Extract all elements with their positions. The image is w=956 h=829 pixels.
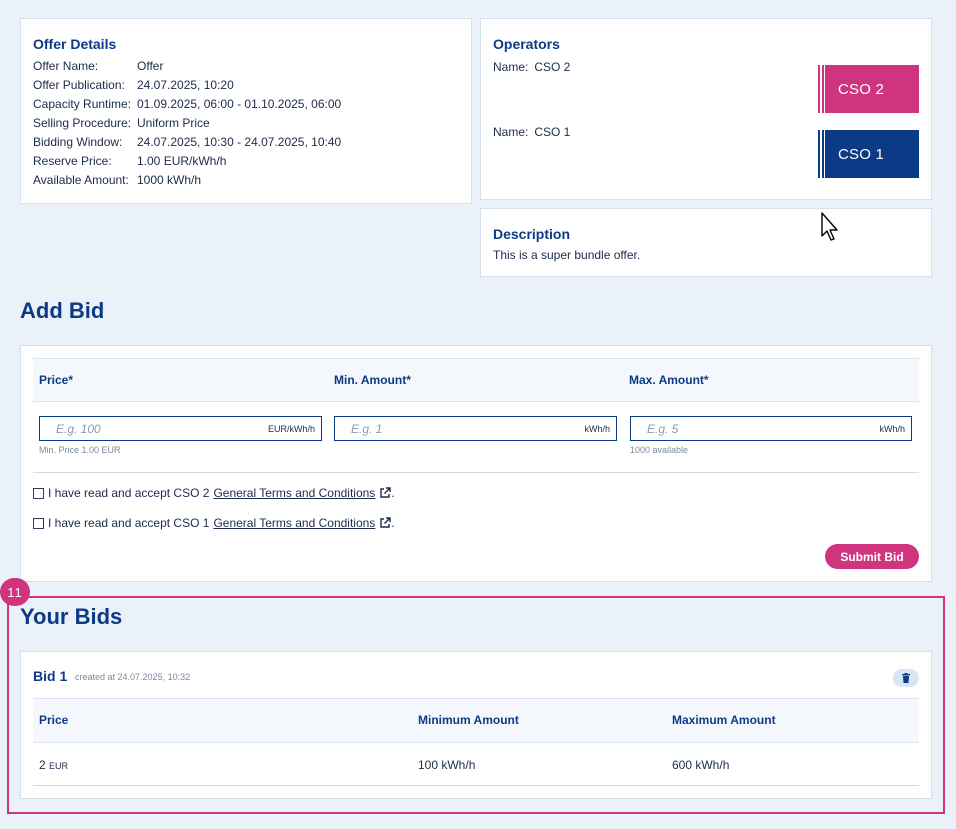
terms-text: I have read and accept CSO 2 [48,486,210,500]
trash-icon [902,673,910,683]
submit-bid-button[interactable]: Submit Bid [825,544,919,569]
offer-row-label: Offer Publication: [33,78,125,92]
offer-row-reserve-price: Reserve Price: 1.00 EUR/kWh/h [33,154,226,168]
bid-card: Bid 1 created at 24.07.2025, 10:32 Price… [20,651,932,799]
bid-created: created at 24.07.2025, 10:32 [75,672,191,682]
highlight-frame [7,596,945,814]
min-amount-input[interactable] [335,417,532,440]
annotation-badge: 11 [0,578,30,606]
terms-suffix: . [391,486,395,500]
delete-bid-button[interactable] [893,669,919,687]
external-link-icon[interactable] [379,487,392,499]
max-amount-input[interactable] [631,417,827,440]
offer-row-label: Available Amount: [33,173,129,187]
offer-row-label: Reserve Price: [33,154,112,168]
terms-row-cso1: I have read and accept CSO 1 General Ter… [33,516,395,530]
form-divider [33,472,919,473]
offer-row-value: 1.00 EUR/kWh/h [137,154,227,168]
max-amount-unit: kWh/h [879,424,905,434]
terms-checkbox-cso1[interactable] [33,517,44,529]
add-bid-header-row: Price* Min. Amount* Max. Amount* [33,358,919,402]
add-bid-form: Price* Min. Amount* Max. Amount* EUR/kWh… [20,345,932,582]
offer-row-value: Offer [137,59,164,73]
offer-row-value: 1000 kWh/h [137,173,202,187]
bid-max-amount: 600 kWh/h [672,758,730,772]
offer-row-available: Available Amount: 1000 kWh/h [33,173,201,187]
max-amount-hint: 1000 available [630,445,689,455]
operator-name-label: Name: [493,60,529,74]
offer-row-label: Selling Procedure: [33,116,132,130]
operators-card: Operators Name: CSO 2 CSO 2 Name: CSO 1 CS… [480,18,932,200]
offer-row-runtime: Capacity Runtime: 01.09.2025, 06:00 - 01.… [33,97,341,111]
max-amount-field[interactable]: kWh/h [630,416,912,441]
operator-name-cso2: Name: CSO 2 [493,60,570,74]
terms-row-cso2: I have read and accept CSO 2 General Ter… [33,486,395,500]
offer-row-label: Offer Name: [33,59,99,73]
operator-name-label: Name: [493,125,529,139]
terms-link-cso2[interactable]: General Terms and Conditions [213,486,376,500]
terms-text: I have read and accept CSO 1 [48,516,210,530]
terms-suffix: . [391,516,395,530]
offer-row-procedure: Selling Procedure: Uniform Price [33,116,210,130]
price-hint: Min. Price 1.00 EUR [39,445,121,455]
mouse-cursor-icon [821,212,838,241]
min-amount-label: Min. Amount* [334,373,411,387]
offer-details-title: Offer Details [33,36,117,52]
price-header: Price [39,713,69,727]
description-card: Description This is a super bundle offer… [480,208,932,277]
max-amount-label: Max. Amount* [629,373,709,387]
offer-row-value: 24.07.2025, 10:30 - 24.07.2025, 10:40 [137,135,342,149]
operators-title: Operators [493,36,560,52]
cso2-logo-text: CSO 2 [825,65,919,113]
bid-price: 2 EUR [39,758,68,772]
maximum-amount-header: Maximum Amount [672,713,776,727]
offer-details-card: Offer Details Offer Name: Offer Offer Pub… [20,18,472,204]
cso1-logo: CSO 1 [818,130,919,178]
cso2-logo: CSO 2 [818,65,919,113]
min-amount-field[interactable]: kWh/h [334,416,617,441]
your-bids-heading: Your Bids [20,604,123,629]
price-label: Price* [39,373,74,387]
operator-name-cso1: Name: CSO 1 [493,125,570,139]
offer-row-label: Bidding Window: [33,135,123,149]
offer-row-bidding-window: Bidding Window: 24.07.2025, 10:30 - 24.07… [33,135,341,149]
price-field[interactable]: EUR/kWh/h [39,416,322,441]
description-title: Description [493,226,571,242]
offer-row-publication: Offer Publication: 24.07.2025, 10:20 [33,78,234,92]
bid-price-unit: EUR [49,761,69,771]
minimum-amount-header: Minimum Amount [418,713,519,727]
add-bid-heading: Add Bid [20,298,105,323]
offer-row-name: Offer Name: Offer [33,59,163,73]
table-row: 2 EUR 100 kWh/h 600 kWh/h [33,742,919,786]
bid-price-value: 2 [39,758,46,772]
bid-title: Bid 1 [33,668,68,684]
min-amount-unit: kWh/h [584,424,610,434]
offer-row-value: Uniform Price [137,116,210,130]
price-input[interactable] [40,417,237,440]
bid-header-row: Price Minimum Amount Maximum Amount [33,698,919,742]
operator-name-value: CSO 1 [534,125,571,139]
price-unit: EUR/kWh/h [267,424,315,434]
bid-min-amount: 100 kWh/h [418,758,476,772]
offer-row-value: 01.09.2025, 06:00 - 01.10.2025, 06:00 [137,97,342,111]
offer-row-label: Capacity Runtime: [33,97,132,111]
terms-checkbox-cso2[interactable] [33,487,44,499]
offer-row-value: 24.07.2025, 10:20 [137,78,234,92]
cso1-logo-text: CSO 1 [825,130,919,178]
external-link-icon[interactable] [379,517,392,529]
operator-name-value: CSO 2 [534,60,571,74]
terms-link-cso1[interactable]: General Terms and Conditions [213,516,376,530]
description-text: This is a super bundle offer. [493,248,641,262]
